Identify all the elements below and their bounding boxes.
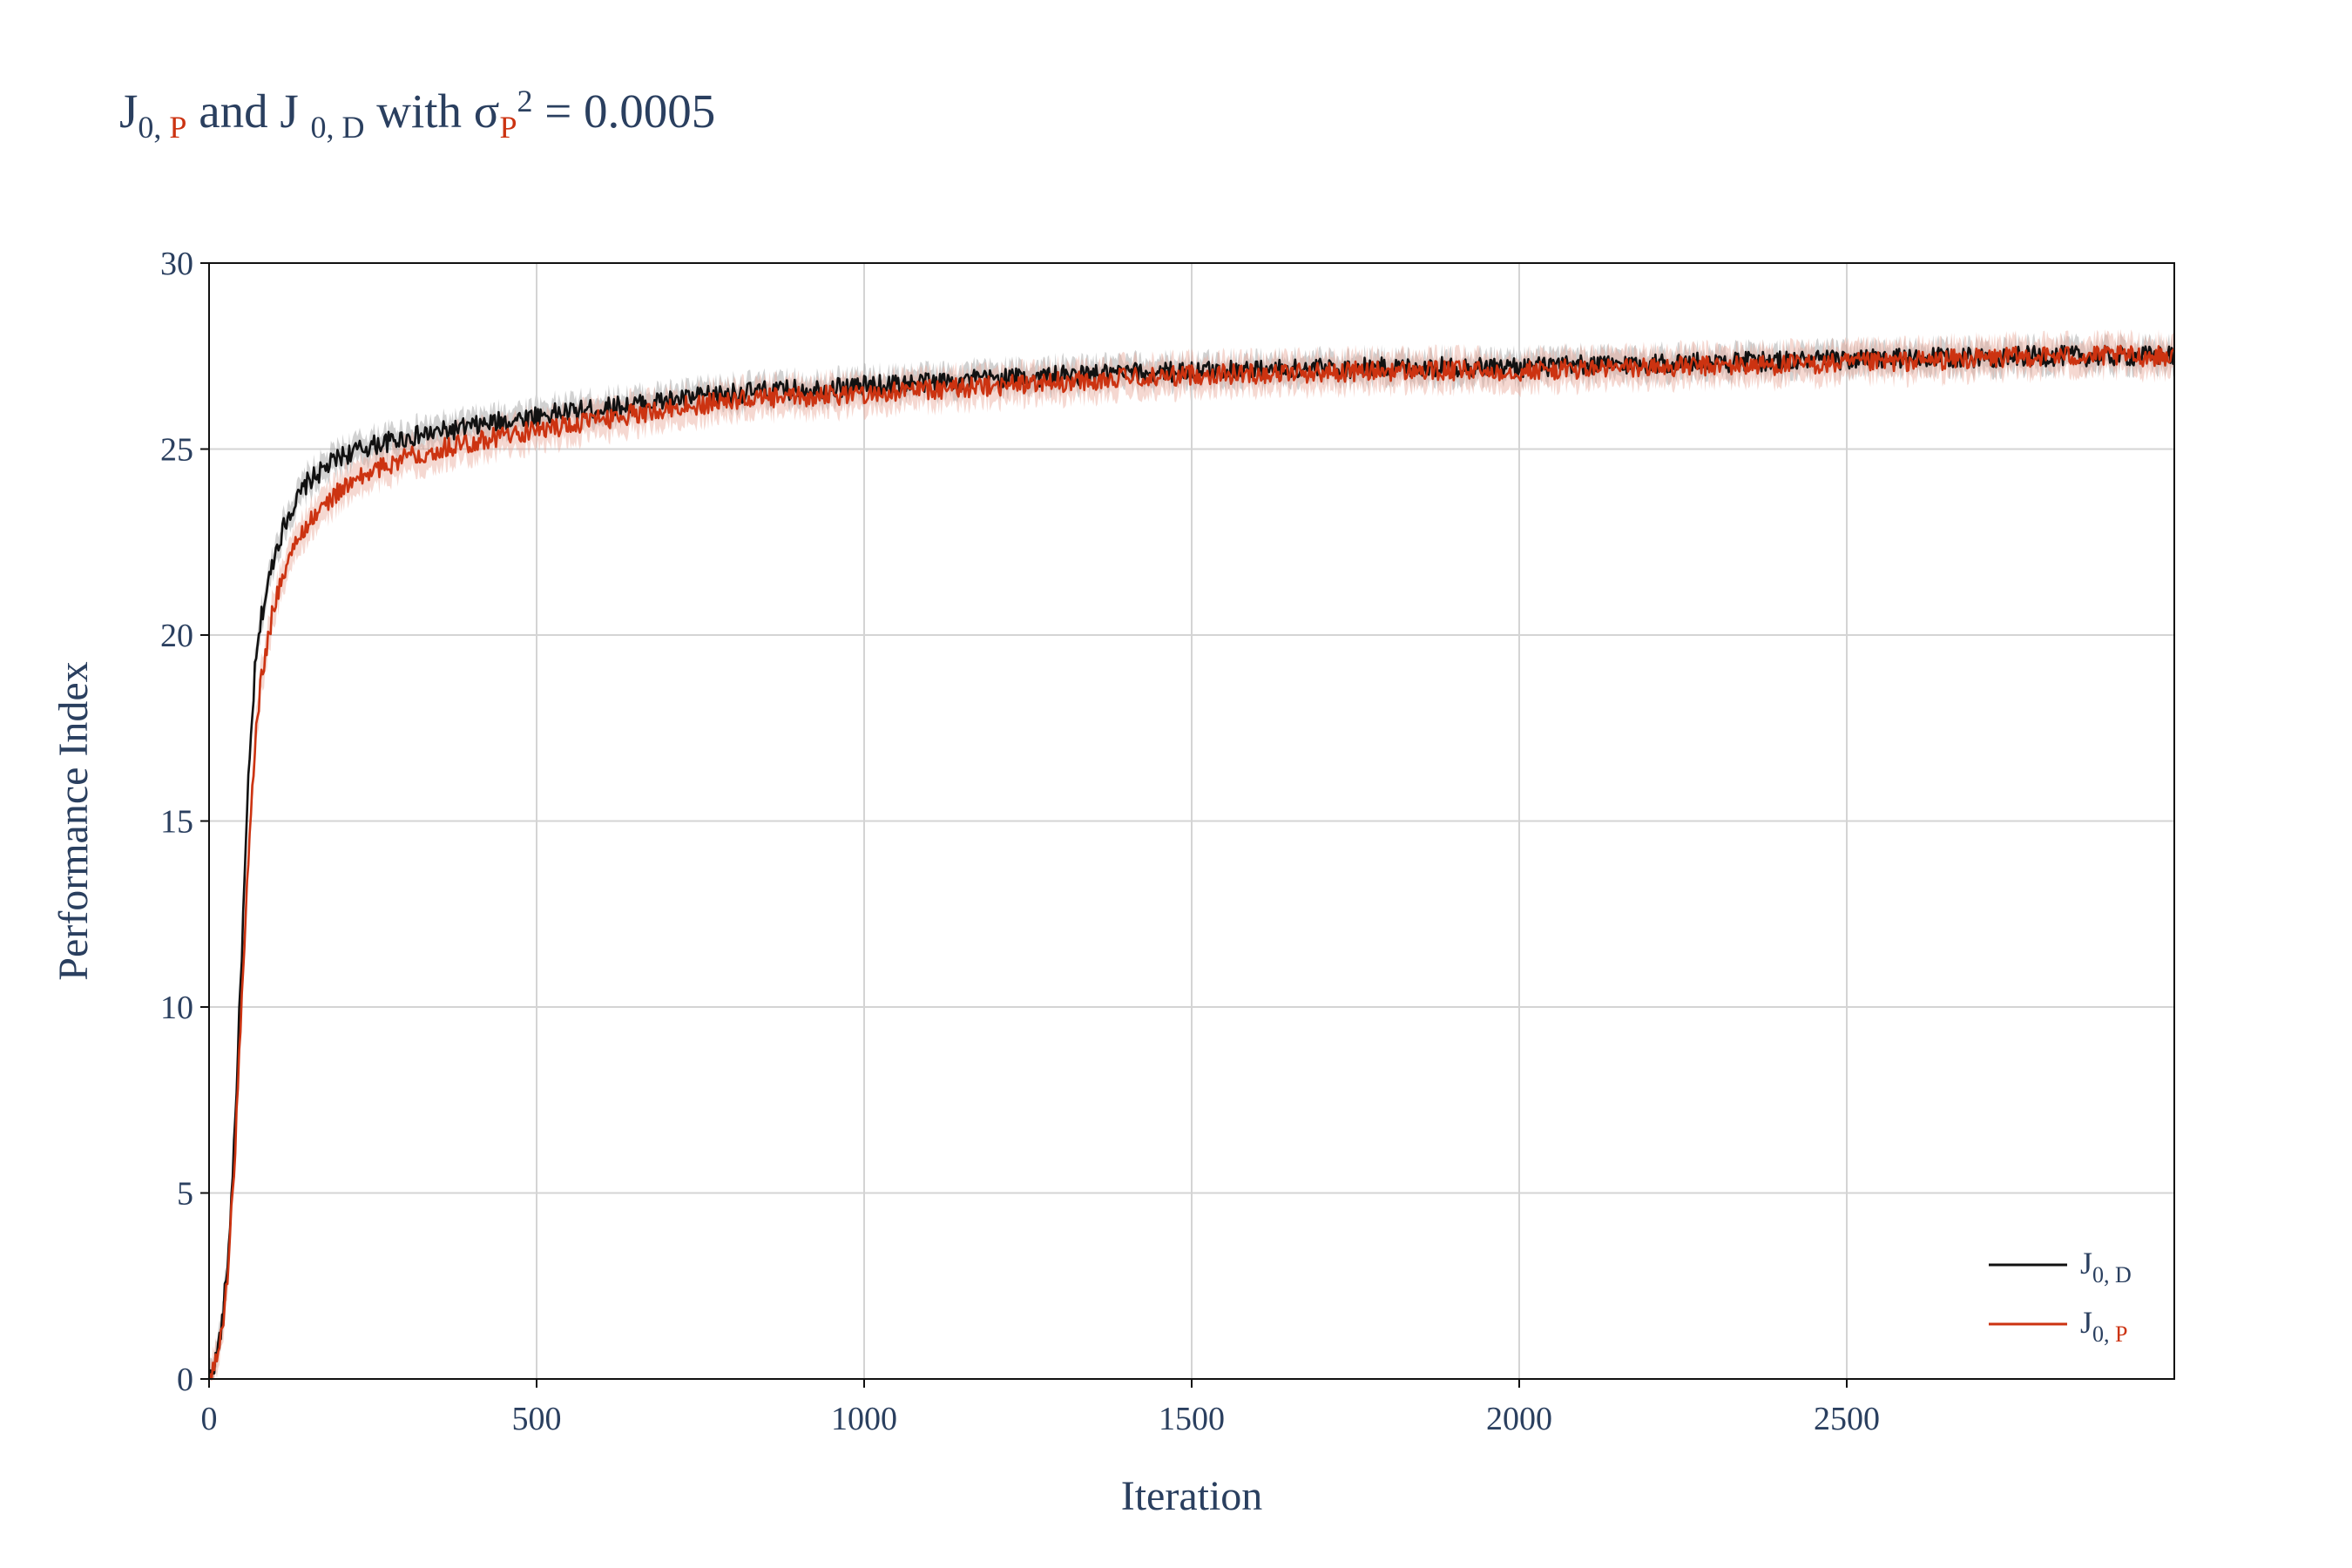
x-tick-label-0: 0 [201,1401,218,1437]
y-tick-label-4: 20 [160,618,193,654]
title-sub1-prefix: 0, [138,110,170,145]
legend-label-main-0: J [2080,1246,2092,1281]
grid-lines [209,263,2174,1379]
line-series-1 [207,344,2176,1381]
y-tick-label-3: 15 [160,804,193,841]
title-sup3: 2 [517,84,533,118]
title-with: with σ [364,84,500,138]
title-sub1-accent: P [169,110,187,145]
x-tick-label-3: 1500 [1159,1401,1225,1437]
x-tick-label-4: 2000 [1486,1401,1552,1437]
title-and: and J [186,84,311,138]
axis-ticks: 0 500 1000 1500 2000 2500 0 5 10 15 20 25 30 [160,246,1880,1437]
y-tick-label-1: 5 [177,1176,193,1213]
legend-sub-index-1: 0, [2092,1321,2115,1347]
x-axis-title: Iteration [1121,1473,1263,1519]
title-rest: = 0.0005 [532,84,716,138]
legend-label-1: J0, P [2080,1305,2127,1347]
x-tick-label-1: 500 [512,1401,562,1437]
title-j1: J [119,84,139,138]
y-tick-label-5: 25 [160,432,193,469]
legend-label-sub-0: 0, D [2092,1262,2132,1288]
legend-label-0: J0, D [2080,1246,2132,1288]
series-lines [207,344,2176,1381]
legend-label-main-1: J [2080,1305,2092,1340]
x-tick-label-5: 2500 [1814,1401,1880,1437]
legend-sub-letter-1: P [2115,1321,2127,1347]
legend-sub-letter-0: D [2115,1262,2132,1288]
y-tick-label-0: 0 [177,1362,193,1398]
x-tick-label-2: 1000 [831,1401,897,1437]
legend-label-sub-1: 0, P [2092,1321,2127,1347]
y-tick-label-2: 10 [160,990,193,1026]
y-tick-label-6: 30 [160,246,193,282]
legend: J0, DJ0, P [1989,1246,2132,1347]
legend-sub-index-0: 0, [2092,1262,2115,1288]
title-sub3: P [499,110,517,145]
y-axis-title: Performance Index [51,661,97,981]
chart-title: J0, P and J 0, D with σP2 = 0.0005 [119,83,715,145]
title-sub2: 0, D [310,110,365,145]
